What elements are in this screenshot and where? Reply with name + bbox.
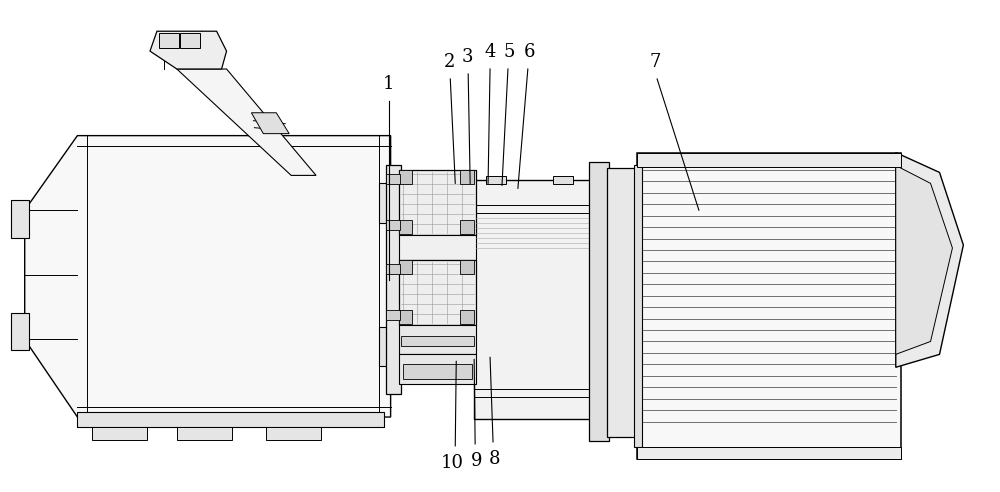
Bar (553, 177, 573, 184)
Text: 6: 6 (524, 43, 536, 61)
Bar (399, 170, 476, 235)
Bar (637, 153, 901, 459)
Bar (399, 325, 476, 354)
Bar (399, 260, 412, 274)
Bar (399, 235, 476, 260)
Polygon shape (896, 165, 952, 354)
Bar (386, 309, 400, 320)
Text: 5: 5 (503, 43, 515, 61)
Text: 8: 8 (488, 450, 500, 468)
Bar (460, 170, 474, 184)
Bar (401, 337, 474, 346)
Bar (92, 427, 147, 440)
Bar (266, 427, 321, 440)
Bar (386, 174, 400, 184)
Bar (399, 260, 476, 325)
Bar (399, 354, 476, 384)
Bar (11, 200, 29, 238)
Polygon shape (251, 113, 289, 134)
Text: 1: 1 (383, 75, 394, 93)
Bar (607, 168, 639, 437)
Bar (386, 264, 400, 274)
Polygon shape (150, 31, 227, 69)
Bar (177, 427, 232, 440)
Bar (460, 309, 474, 324)
Text: 9: 9 (470, 452, 482, 470)
Bar (637, 153, 901, 167)
Bar (403, 365, 472, 379)
Bar (634, 165, 642, 447)
Bar (180, 33, 200, 48)
Text: 4: 4 (484, 43, 496, 61)
Text: 3: 3 (461, 48, 473, 66)
Bar (386, 220, 400, 230)
Bar (379, 327, 397, 367)
Bar (474, 181, 591, 419)
Polygon shape (896, 153, 963, 368)
Polygon shape (25, 136, 391, 417)
Bar (460, 220, 474, 234)
Text: 10: 10 (441, 454, 464, 472)
Bar (589, 162, 609, 441)
Bar (460, 260, 474, 274)
Bar (386, 165, 401, 394)
Bar (399, 170, 412, 184)
Bar (399, 220, 412, 234)
Bar (399, 309, 412, 324)
Polygon shape (177, 69, 316, 176)
Text: 7: 7 (649, 53, 661, 71)
Bar (77, 412, 384, 427)
Bar (486, 177, 506, 184)
Bar (159, 33, 179, 48)
Text: 2: 2 (444, 53, 455, 71)
Bar (637, 447, 901, 459)
Bar (379, 184, 397, 223)
Bar (11, 312, 29, 350)
